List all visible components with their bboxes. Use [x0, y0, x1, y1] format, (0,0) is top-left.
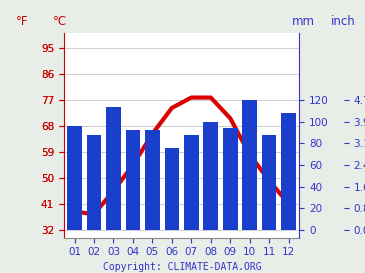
Bar	[242, 100, 257, 230]
Bar	[145, 130, 160, 230]
Text: °F: °F	[16, 14, 28, 28]
Bar	[184, 135, 199, 230]
Text: inch: inch	[331, 14, 356, 28]
Bar	[67, 126, 82, 230]
Text: Copyright: CLIMATE-DATA.ORG: Copyright: CLIMATE-DATA.ORG	[103, 262, 262, 272]
Bar	[106, 107, 121, 230]
Bar	[203, 122, 218, 230]
Bar	[281, 113, 296, 230]
Bar	[262, 135, 276, 230]
Bar	[87, 135, 101, 230]
Bar	[165, 148, 179, 230]
Bar	[126, 130, 140, 230]
Bar	[223, 128, 238, 230]
Text: mm: mm	[291, 14, 315, 28]
Text: °C: °C	[53, 14, 67, 28]
